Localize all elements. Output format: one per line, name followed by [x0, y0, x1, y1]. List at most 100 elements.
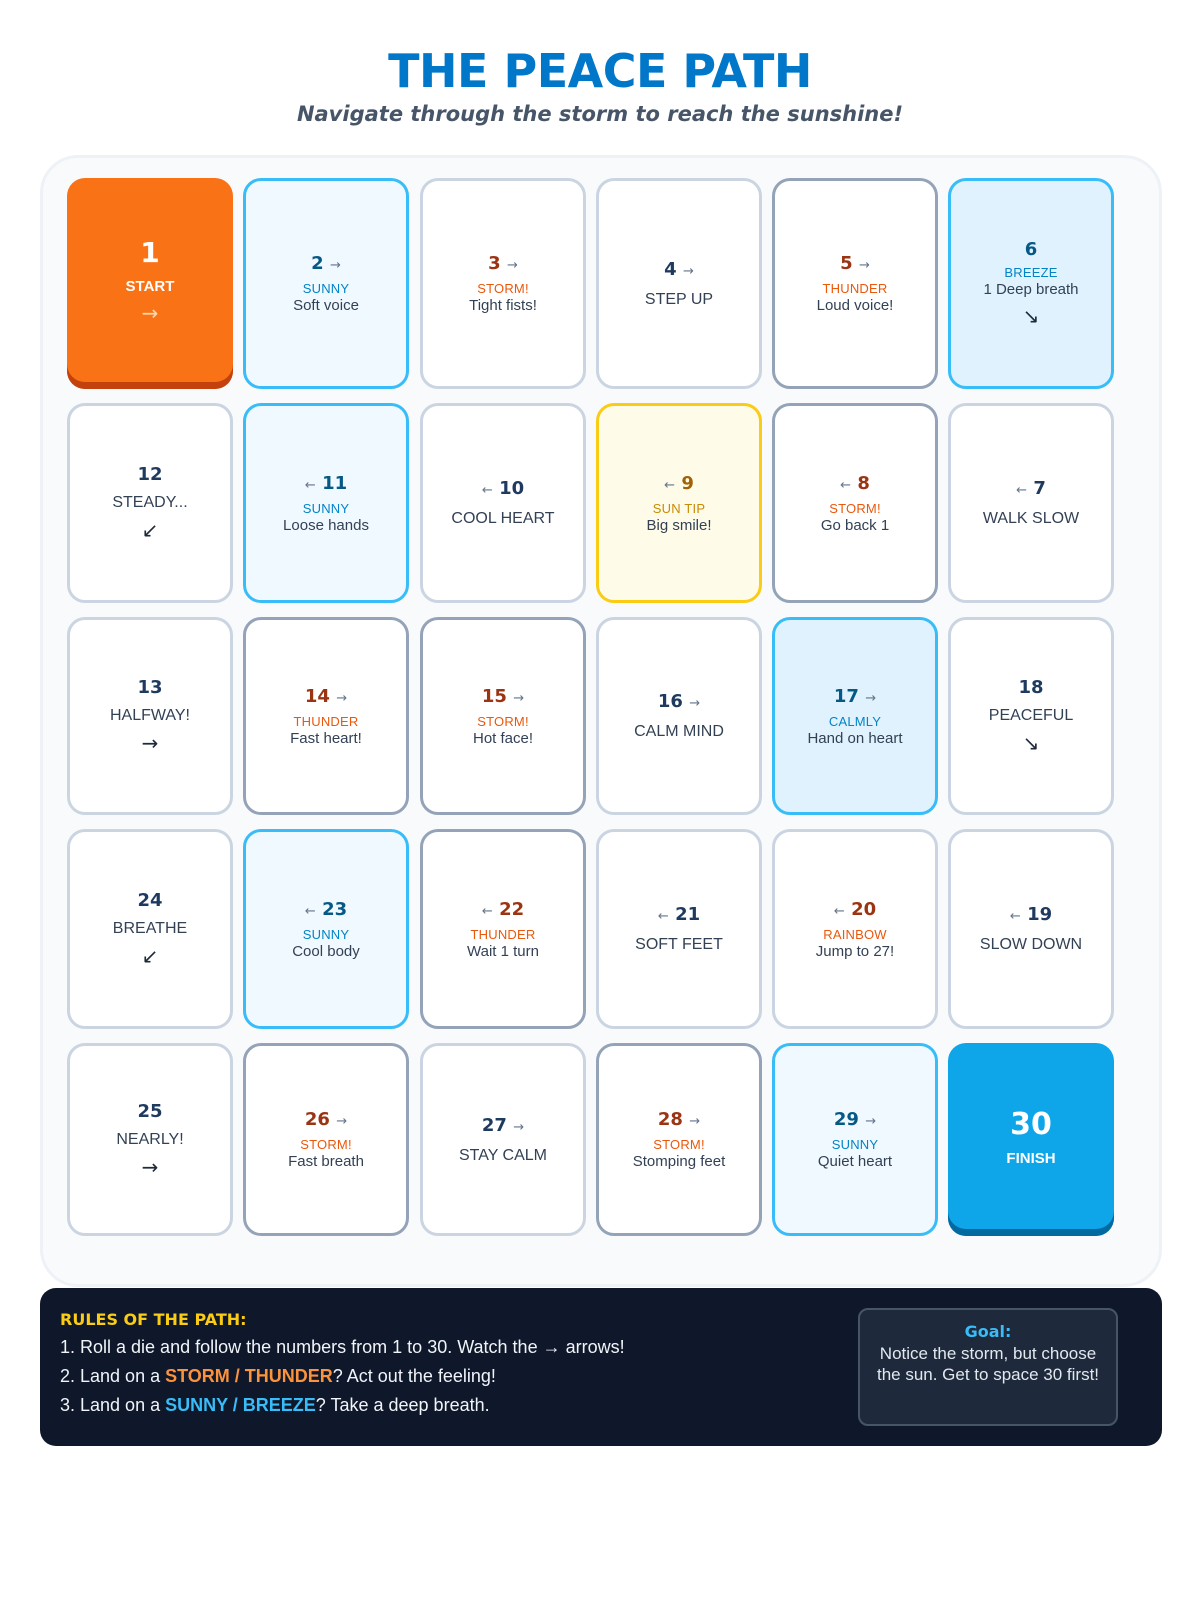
board-tile-2[interactable]: 2 → SUNNY Soft voice [243, 178, 409, 389]
direction-arrow-icon: ↙ [141, 944, 159, 968]
board-tile-25[interactable]: 25 NEARLY! → [67, 1043, 233, 1236]
tile-number-row: 18 [1018, 677, 1043, 699]
arrow-left-icon: ← [304, 903, 316, 919]
tile-label: NEARLY! [116, 1130, 184, 1148]
tile-action: Quiet heart [817, 1153, 893, 1170]
tile-number: 12 [137, 464, 163, 485]
tile-category: SUN TIP [652, 500, 706, 516]
board-tile-22[interactable]: ← 22 THUNDER Wait 1 turn [420, 829, 586, 1029]
tile-number-row: 24 [137, 890, 162, 912]
arrow-right-icon: → [513, 1119, 525, 1135]
tile-action: Stomping feet [632, 1153, 726, 1170]
goal-text: Notice the storm, but choose the sun. Ge… [876, 1344, 1100, 1384]
tile-action: Jump to 27! [815, 942, 895, 960]
tile-number-row: 30 [1010, 1106, 1052, 1144]
tile-number: 19 [1027, 904, 1053, 925]
tile-category: STORM! [477, 281, 529, 296]
tile-number: 3 [488, 253, 501, 274]
board-tile-5[interactable]: 5 → THUNDER Loud voice! [772, 178, 938, 389]
tile-number: 4 [664, 258, 677, 280]
tile-label: COOL HEART [451, 510, 555, 527]
tile-action: Big smile! [646, 516, 712, 534]
board-tile-19[interactable]: ← 19 SLOW DOWN [948, 829, 1114, 1029]
board-tile-28[interactable]: 28 → STORM! Stomping feet [596, 1043, 762, 1236]
board-tile-18[interactable]: 18 PEACEFUL ↘ [948, 617, 1114, 815]
tile-number-row: 3 → [488, 253, 518, 277]
tile-number-row: ← 21 [658, 904, 700, 928]
tile-number: 24 [137, 890, 163, 911]
tile-label: FINISH [1006, 1150, 1056, 1167]
board-tile-6[interactable]: 6 BREEZE 1 Deep breath ↘ [948, 178, 1114, 389]
board-tile-27[interactable]: 27 → STAY CALM [420, 1043, 586, 1236]
arrow-left-icon: ← [1016, 483, 1028, 498]
tile-number: 27 [481, 1114, 507, 1136]
tile-number: 6 [1024, 239, 1038, 260]
tile-number: 29 [833, 1109, 859, 1130]
tile-number-row: 2 → [311, 253, 341, 277]
rule-3-suffix: ? Take a deep breath. [315, 1395, 490, 1415]
board-tile-12[interactable]: 12 STEADY... ↙ [67, 403, 233, 603]
tile-number-row: 14 → [305, 686, 347, 710]
tile-number-row: 25 [137, 1101, 162, 1123]
direction-arrow-icon: ↘ [1022, 304, 1040, 328]
board-tile-15[interactable]: 15 → STORM! Hot face! [420, 617, 586, 815]
tile-number-row: ← 9 [664, 473, 694, 497]
arrow-right-icon: → [865, 690, 877, 706]
arrow-left-icon: ← [481, 903, 493, 919]
arrow-right-icon: → [865, 1114, 877, 1129]
tile-label: BREATHE [112, 920, 188, 937]
tile-number: 28 [657, 1109, 683, 1130]
board-tile-20[interactable]: ← 20 RAINBOW Jump to 27! [772, 829, 938, 1029]
board-tile-7[interactable]: ← 7 WALK SLOW [948, 403, 1114, 603]
board-tile-24[interactable]: 24 BREATHE ↙ [67, 829, 233, 1029]
tile-label: STAY CALM [458, 1146, 548, 1164]
tile-label: STEP UP [644, 290, 714, 308]
tile-number-row: 27 → [482, 1115, 524, 1139]
board-tile-23[interactable]: ← 23 SUNNY Cool body [243, 829, 409, 1029]
tile-number: 17 [833, 685, 859, 707]
goal-title: Goal: [964, 1322, 1012, 1341]
direction-arrow-icon: → [141, 1154, 159, 1179]
tile-number-row: 6 [1025, 239, 1038, 261]
tile-action: Fast breath [288, 1153, 364, 1170]
arrow-right-icon: → [329, 258, 341, 273]
board-tile-9[interactable]: ← 9 SUN TIP Big smile! [596, 403, 762, 603]
tile-number-row: 12 [137, 464, 162, 486]
board-tile-11[interactable]: ← 11 SUNNY Loose hands [243, 403, 409, 603]
tile-number-row: 26 → [305, 1109, 347, 1133]
tile-action: Loud voice! [816, 297, 894, 314]
board-tile-8[interactable]: ← 8 STORM! Go back 1 [772, 403, 938, 603]
tile-number: 18 [1018, 677, 1044, 698]
page-subtitle: Navigate through the storm to reach the … [296, 102, 904, 126]
tile-number: 11 [322, 472, 348, 494]
board-tile-16[interactable]: 16 → CALM MIND [596, 617, 762, 815]
board-tile-13[interactable]: 13 HALFWAY! → [67, 617, 233, 815]
board-tile-4[interactable]: 4 → STEP UP [596, 178, 762, 389]
rule-3-prefix: 3. Land on a [60, 1395, 166, 1415]
arrow-right-icon: → [513, 690, 525, 706]
board-tile-14[interactable]: 14 → THUNDER Fast heart! [243, 617, 409, 815]
tile-action: Cool body [292, 942, 360, 960]
tile-label: WALK SLOW [982, 510, 1080, 527]
tile-action: Wait 1 turn [467, 942, 539, 960]
board-tile-1[interactable]: 1 START → [67, 178, 233, 389]
board-tile-26[interactable]: 26 → STORM! Fast breath [243, 1043, 409, 1236]
board-tile-3[interactable]: 3 → STORM! Tight fists! [420, 178, 586, 389]
board-tile-17[interactable]: 17 → CALMLY Hand on heart [772, 617, 938, 815]
tile-number-row: 13 [137, 677, 162, 699]
tile-number-row: ← 19 [1010, 904, 1052, 928]
board-tile-29[interactable]: 29 → SUNNY Quiet heart [772, 1043, 938, 1236]
page-title: THE PEACE PATH [388, 44, 812, 98]
board-tile-10[interactable]: ← 10 COOL HEART [420, 403, 586, 603]
goal-box: Goal: Notice the storm, but choose the s… [858, 1308, 1118, 1426]
tile-category: STORM! [653, 1137, 705, 1152]
rule-3: 3. Land on a SUNNY / BREEZE? Take a deep… [60, 1394, 1142, 1416]
tile-number: 14 [304, 685, 330, 707]
board-tile-21[interactable]: ← 21 SOFT FEET [596, 829, 762, 1029]
rules-panel: RULES OF THE PATH: 1. Roll a die and fol… [40, 1288, 1162, 1446]
arrow-right-icon: → [858, 258, 870, 273]
arrow-left-icon: ← [481, 483, 493, 498]
tile-category: RAINBOW [823, 926, 887, 942]
board-tile-30[interactable]: 30 FINISH [948, 1043, 1114, 1236]
tile-category: STORM! [477, 713, 529, 729]
